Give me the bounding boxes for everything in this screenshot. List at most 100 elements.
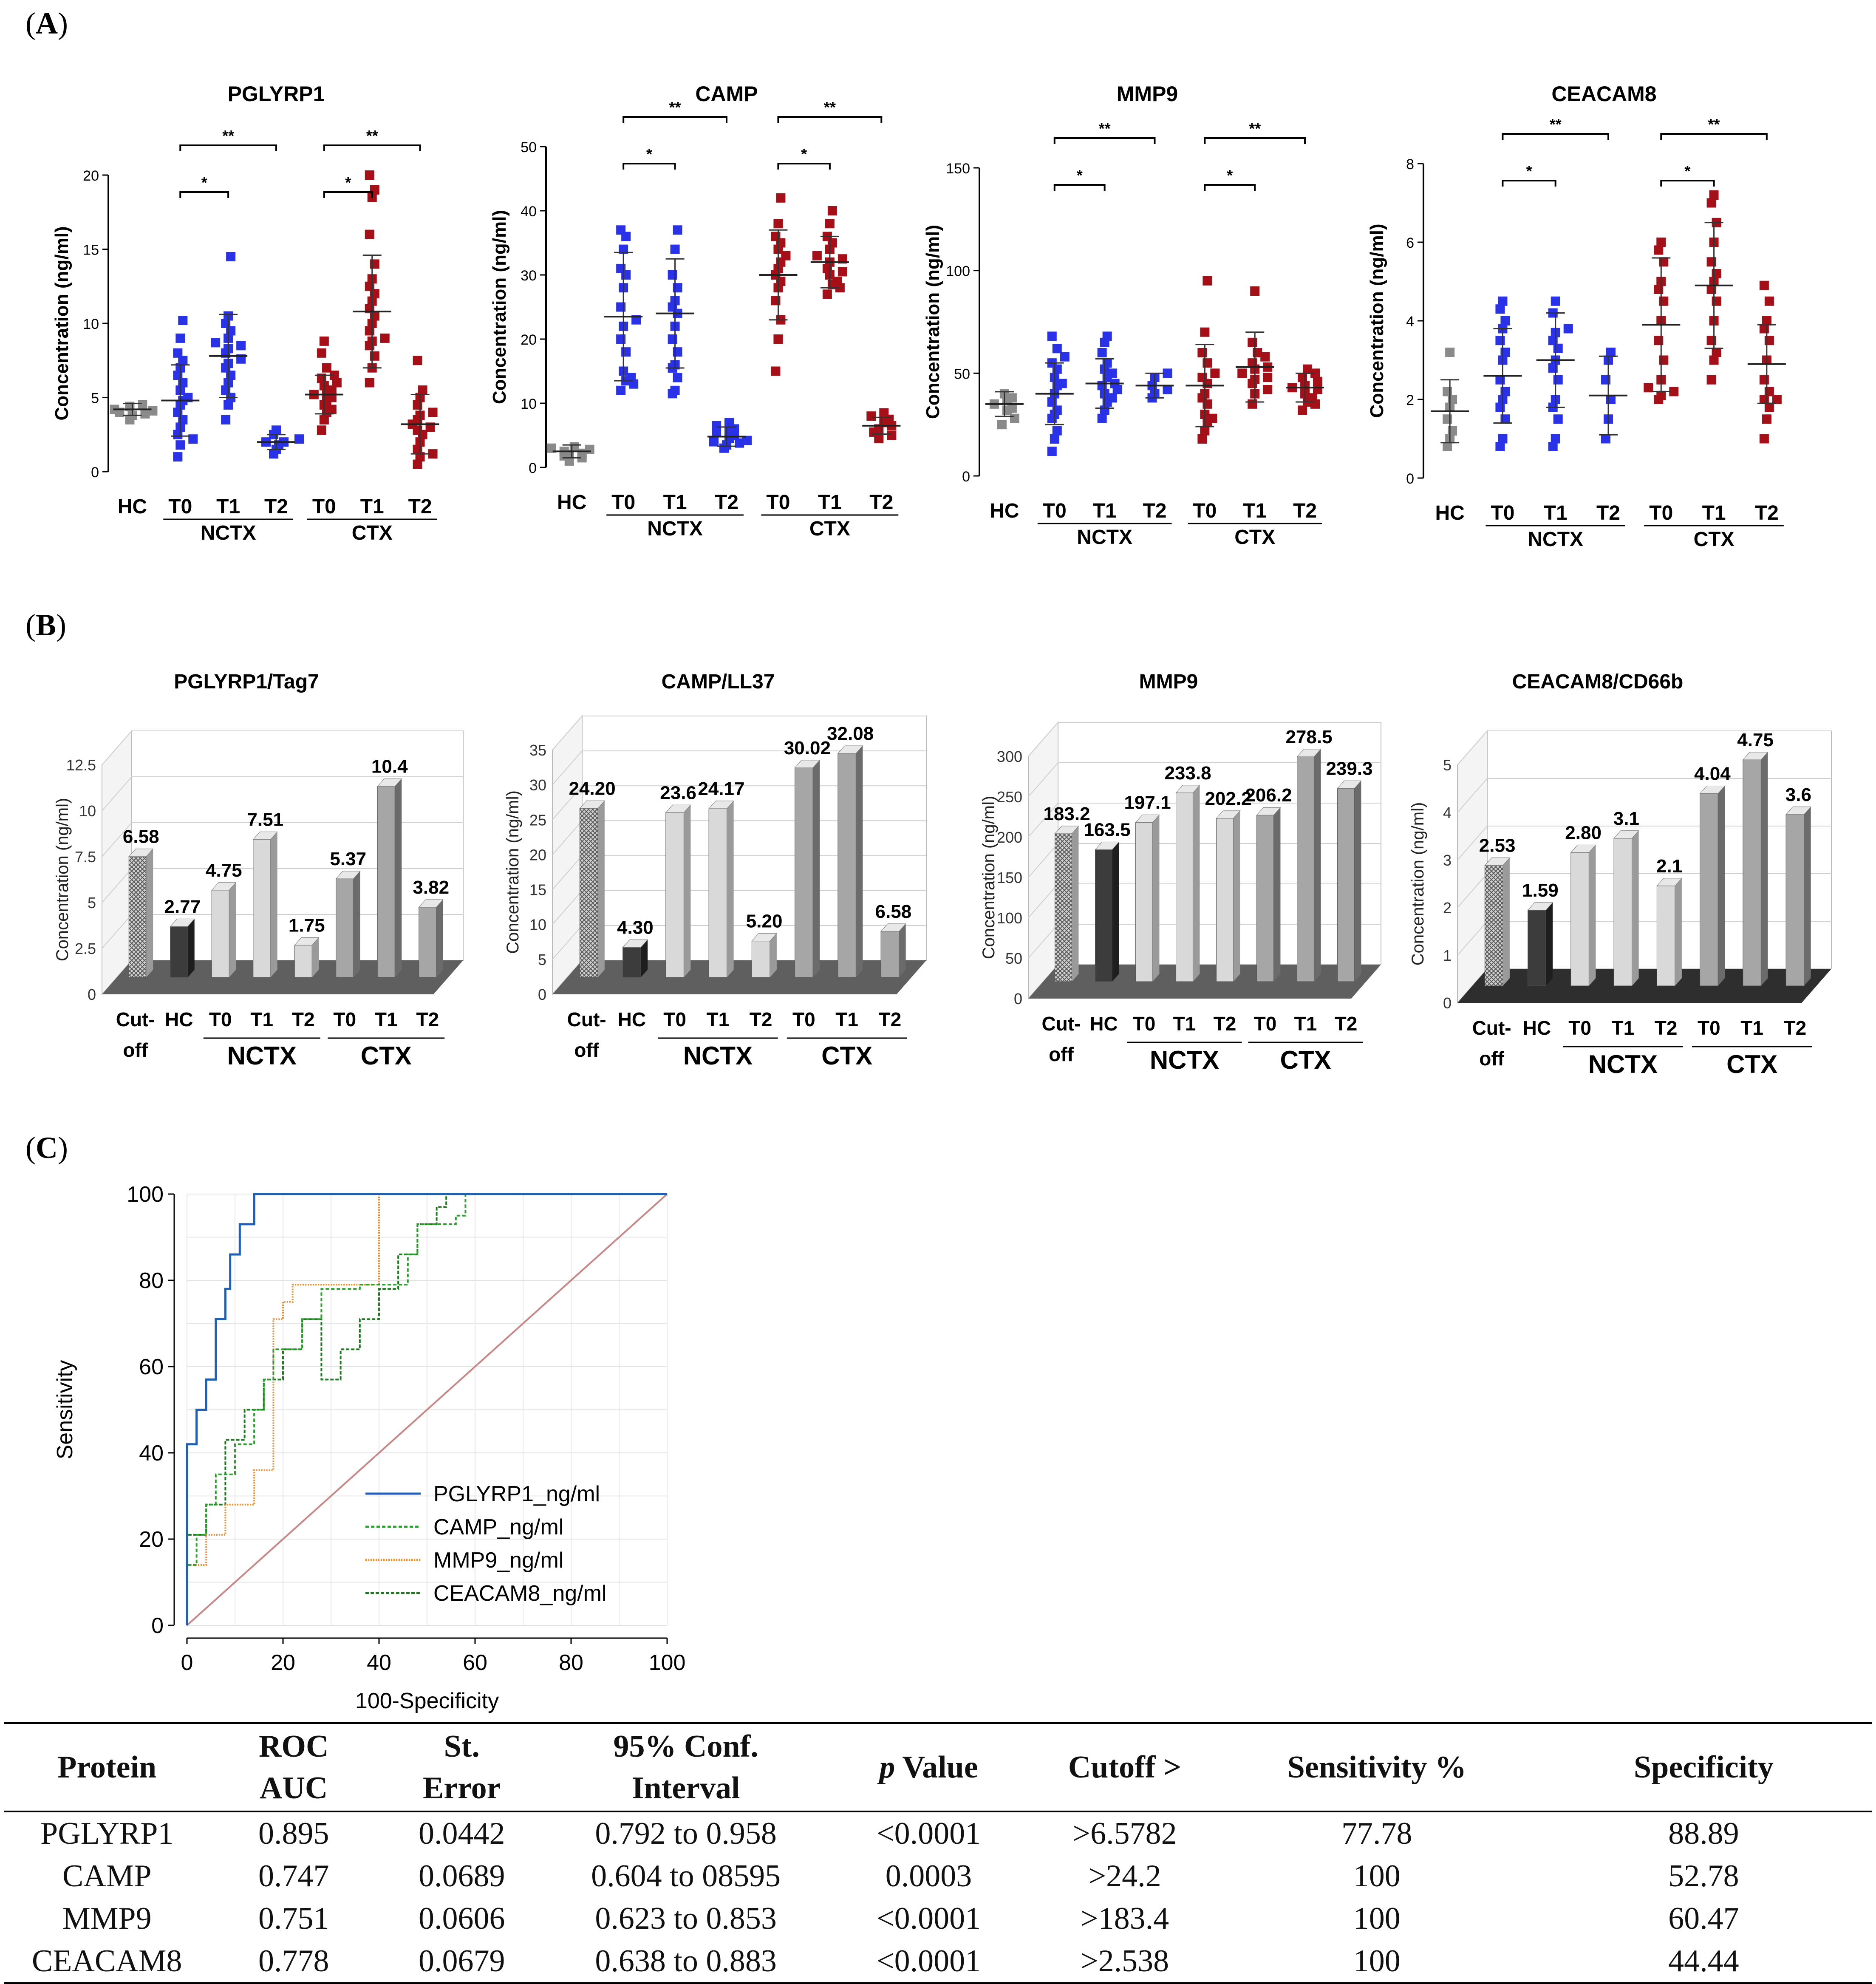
gridline xyxy=(1457,730,1831,765)
roc-line-pglyrp1-ng-ml xyxy=(186,1193,667,1625)
y-tick-label: 0 xyxy=(962,469,970,485)
data-label: 10.4 xyxy=(371,756,408,777)
data-label: 7.51 xyxy=(247,809,283,830)
group-label: CTX xyxy=(1694,528,1735,551)
bar xyxy=(1055,833,1072,982)
x-tick-label: T2 xyxy=(1655,1017,1678,1039)
cell-specificity: 88.89 xyxy=(1668,1816,1739,1851)
data-label: 4.30 xyxy=(617,917,654,938)
x-tick-label: T2 xyxy=(869,491,893,514)
bar-side xyxy=(1546,902,1553,986)
bar xyxy=(1095,849,1112,982)
data-point xyxy=(1298,373,1307,382)
data-point xyxy=(673,347,682,357)
x-tick-label: T1 xyxy=(835,1008,858,1030)
data-point xyxy=(413,459,422,469)
data-point xyxy=(1445,348,1455,357)
data-point xyxy=(173,348,183,358)
header-st-error: St. Error xyxy=(377,1722,546,1812)
significance-bracket xyxy=(623,163,676,170)
y-tick-label: 10 xyxy=(79,802,96,820)
x-tick-label: T0 xyxy=(766,491,790,514)
bar-side xyxy=(312,937,319,977)
data-point xyxy=(1553,414,1563,424)
y-tick-label: 50 xyxy=(1005,950,1022,967)
group-label: NCTX xyxy=(1077,526,1132,549)
data-point xyxy=(1448,426,1457,436)
bar-side xyxy=(1354,781,1361,982)
cell-sensitivity: 100 xyxy=(1353,1901,1401,1936)
data-point xyxy=(272,425,281,435)
data-point xyxy=(1197,348,1207,357)
y-tick-label: 4 xyxy=(1443,804,1452,821)
bar-side xyxy=(1233,810,1240,982)
data-point xyxy=(140,409,150,419)
chart-title: MMP9 xyxy=(1139,671,1198,693)
data-point xyxy=(188,434,198,444)
cell-interval: 0.604 to 08595 xyxy=(591,1859,781,1893)
significance-label: ** xyxy=(366,127,378,144)
x-tick-label: off xyxy=(1049,1043,1074,1065)
significance-label: * xyxy=(1526,162,1532,180)
x-tick-label: T1 xyxy=(1702,502,1726,524)
data-point xyxy=(327,405,337,414)
chart-title: CAMP xyxy=(695,82,758,106)
data-point xyxy=(175,333,185,343)
data-label: 5.37 xyxy=(330,849,366,869)
y-tick-label: 250 xyxy=(997,788,1022,806)
data-point xyxy=(1495,336,1505,345)
group-label: CTX xyxy=(1234,526,1275,549)
data-point xyxy=(1654,336,1664,345)
group-label: CTX xyxy=(1280,1046,1331,1074)
data-label: 3.1 xyxy=(1613,808,1639,829)
x-tick-label: T0 xyxy=(611,491,635,514)
cell-sensitivity: 77.78 xyxy=(1341,1816,1412,1851)
bar-top xyxy=(1484,858,1511,866)
bar-top xyxy=(1785,807,1811,815)
data-point xyxy=(670,385,680,395)
cell-protein: CAMP xyxy=(62,1859,152,1893)
y-tick-label: 5 xyxy=(538,951,546,968)
y-tick-label: 20 xyxy=(529,846,546,863)
data-label: 2.1 xyxy=(1656,856,1682,877)
chart-title: PGLYRP1 xyxy=(228,82,325,106)
data-point xyxy=(1102,331,1112,341)
data-label: 30.02 xyxy=(784,738,831,759)
y-tick-label: 5 xyxy=(91,391,99,407)
panel-label-b: (B) xyxy=(25,608,66,642)
data-point xyxy=(673,225,682,235)
legend-label: PGLYRP1_ng/ml xyxy=(433,1482,600,1506)
y-axis-label: Concentration (ng/ml) xyxy=(489,210,510,404)
data-label: 1.75 xyxy=(289,915,325,936)
data-point xyxy=(329,371,339,380)
y-tick-label: 2 xyxy=(1443,899,1452,917)
data-point xyxy=(619,244,628,254)
data-point xyxy=(1163,385,1172,394)
bar xyxy=(128,856,147,978)
y-tick-label: 7.5 xyxy=(75,848,96,866)
data-point xyxy=(138,400,147,410)
data-label: 197.1 xyxy=(1124,792,1171,813)
data-point xyxy=(1007,403,1017,413)
data-point xyxy=(1644,383,1653,393)
data-point xyxy=(1308,393,1318,403)
bar-top xyxy=(837,745,863,754)
data-point xyxy=(771,232,781,241)
y-tick-label: 50 xyxy=(521,139,537,156)
x-tick-label: T2 xyxy=(1784,1017,1807,1039)
bar xyxy=(170,926,188,978)
data-point xyxy=(668,334,677,344)
significance-label: ** xyxy=(1550,116,1562,133)
bar xyxy=(419,907,437,978)
bar-side xyxy=(270,832,277,977)
significance-label: * xyxy=(646,145,652,163)
bar-top xyxy=(211,882,237,891)
x-tick-label: T1 xyxy=(360,495,384,518)
data-point xyxy=(1107,393,1117,403)
y-axis-label: Sensitivity xyxy=(53,1360,77,1459)
cell-auc: 0.895 xyxy=(258,1816,329,1851)
y-tick-label: 20 xyxy=(521,332,537,348)
bar-top xyxy=(622,939,648,948)
chart-title: CEACAM8/CD66b xyxy=(1512,671,1684,693)
x-tick-label: T2 xyxy=(1335,1013,1358,1035)
